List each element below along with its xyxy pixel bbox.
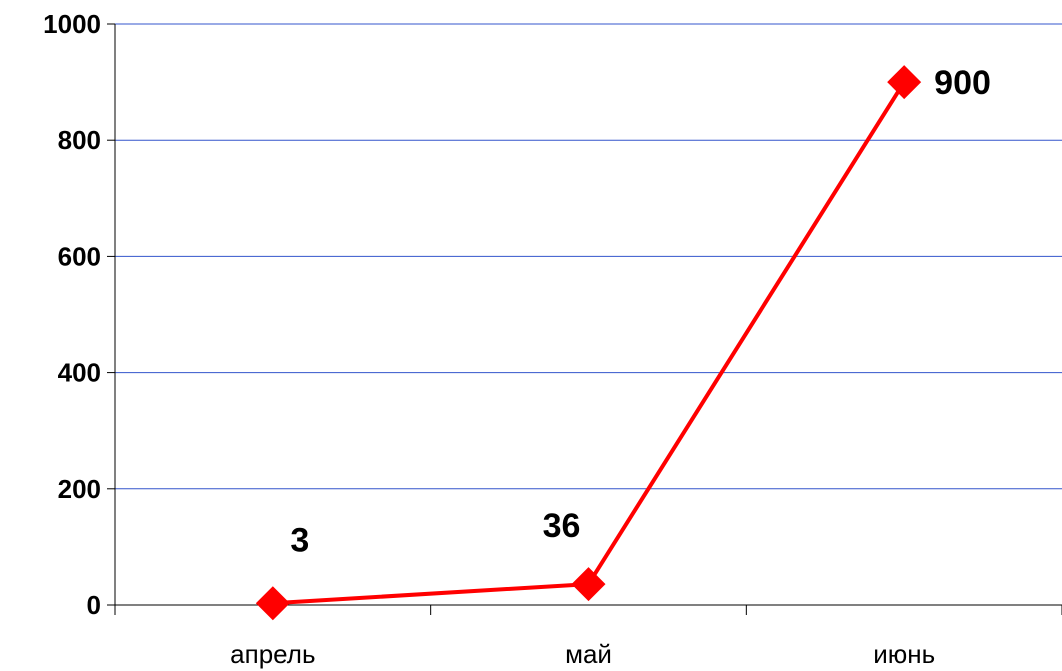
y-tick-label-800: 800: [58, 125, 101, 155]
y-tick-label-0: 0: [87, 590, 101, 620]
data-label-1: 36: [543, 507, 581, 545]
series: [256, 65, 921, 620]
axes: [107, 24, 1062, 615]
y-tick-label-200: 200: [58, 474, 101, 504]
data-label-0: 3: [290, 521, 309, 559]
y-tick-label-400: 400: [58, 358, 101, 388]
gridlines: [115, 24, 1062, 489]
data-labels: 3 36 900: [290, 64, 991, 559]
series-line-0: [273, 82, 904, 603]
data-point-0: [256, 586, 290, 620]
data-point-1: [572, 567, 606, 601]
data-label-2: 900: [934, 64, 991, 102]
x-tick-label-0: апрель: [230, 639, 315, 669]
y-axis-tick-labels: 0 200 400 600 800 1000: [43, 9, 101, 620]
x-tick-label-1: май: [565, 639, 612, 669]
x-axis-tick-labels: апрель май июнь: [230, 639, 935, 669]
x-tick-label-2: июнь: [873, 639, 935, 669]
data-point-2: [887, 65, 921, 99]
y-tick-label-1000: 1000: [43, 9, 101, 39]
y-tick-label-600: 600: [58, 241, 101, 271]
